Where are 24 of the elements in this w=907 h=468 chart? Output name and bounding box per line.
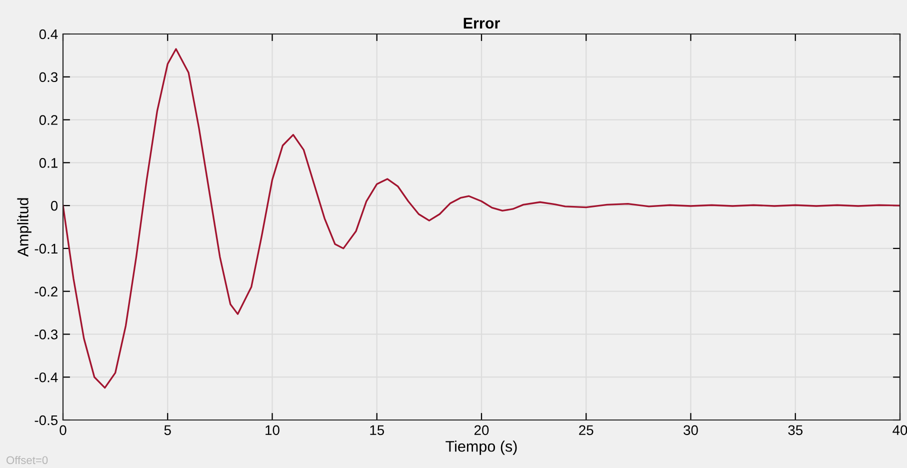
line-series xyxy=(63,48,900,389)
y-tick-label: 0.4 xyxy=(39,29,58,40)
y-tick-label: 0.3 xyxy=(39,72,58,82)
y-tick-label: -0.2 xyxy=(34,286,58,297)
x-tick-label: 35 xyxy=(788,425,803,436)
x-tick-label: 0 xyxy=(60,425,66,436)
y-tick-label: -0.1 xyxy=(34,244,58,254)
x-tick-label: 20 xyxy=(474,425,489,436)
x-axis-title: Tiempo (s) xyxy=(446,440,517,455)
x-tick-label: 10 xyxy=(266,425,280,436)
y-tick-label: -0.5 xyxy=(34,415,58,426)
x-tick-label: 25 xyxy=(579,425,594,436)
y-tick-label: -0.3 xyxy=(34,330,58,340)
x-tick-label: 15 xyxy=(370,425,384,436)
text: Offset=0 xyxy=(6,456,48,464)
y-tick-label: 0.2 xyxy=(39,115,58,125)
y-tick-label: 0.1 xyxy=(39,158,58,168)
y-tick-label: -0.4 xyxy=(34,372,58,382)
y-tick-label: 0 xyxy=(50,200,58,211)
x-tick-label: 30 xyxy=(684,425,698,436)
x-tick-label: 40 xyxy=(892,425,907,436)
x-tick-label: 5 xyxy=(164,425,171,436)
y-axis-title: Amplitud xyxy=(17,198,32,257)
chart-title: Error xyxy=(464,18,500,29)
